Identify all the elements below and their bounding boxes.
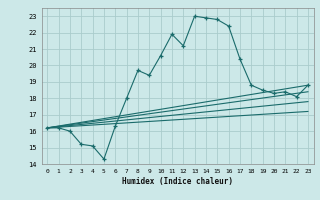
X-axis label: Humidex (Indice chaleur): Humidex (Indice chaleur): [122, 177, 233, 186]
